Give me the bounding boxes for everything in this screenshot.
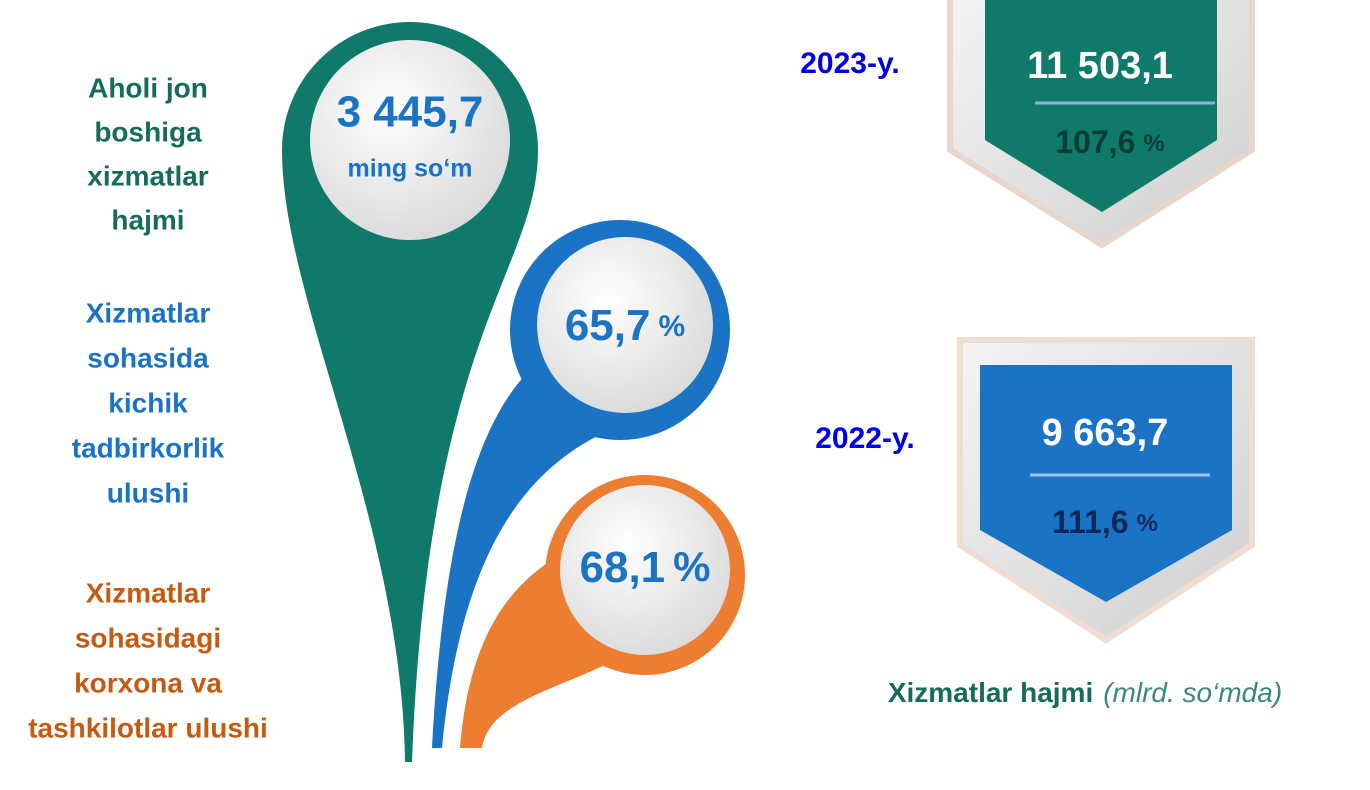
label-line: kichik [108, 387, 188, 418]
growth: 111,6% [1052, 504, 1158, 540]
year-label: 2023-y. [800, 47, 900, 80]
volume: 9 663,7 [1042, 412, 1169, 454]
label-line: korxona va [74, 667, 222, 698]
year-label: 2022-y. [815, 422, 915, 455]
pin-text: 68,1% [580, 543, 711, 592]
label-line: hajmi [111, 204, 184, 235]
pin-unit: ming so‘m [347, 155, 472, 183]
growth-unit: % [1143, 130, 1164, 157]
footer: Xizmatlar hajmi (mlrd. so‘mda) [888, 677, 1282, 708]
label-line: boshiga [94, 116, 202, 147]
label-line: tashkilotlar ulushi [28, 712, 268, 743]
growth-unit: % [1137, 510, 1158, 537]
label-line: xizmatlar [87, 160, 208, 191]
label-line: Xizmatlar [86, 297, 211, 328]
texts: Aholi jon boshiga xizmatlar hajmi Xizmatlar s… [28, 45, 1282, 743]
growth-value: 111,6 [1052, 504, 1129, 540]
teal-pin [282, 22, 538, 762]
pin-unit: % [658, 310, 685, 343]
shield-2023 [947, 0, 1255, 249]
footer-title: Xizmatlar hajmi [888, 677, 1093, 708]
growth: 107,6% [1055, 124, 1164, 160]
label-line: sohasida [87, 342, 209, 373]
growth-value: 107,6 [1055, 124, 1135, 160]
blue-pin [432, 220, 730, 748]
volume: 11 503,1 [1027, 45, 1173, 87]
shield-2022 [957, 337, 1255, 644]
label-line: tadbirkorlik [72, 432, 225, 463]
pin-value: 68,1 [580, 543, 666, 592]
pin-value: 65,7 [565, 301, 651, 350]
label-line: ulushi [107, 477, 189, 508]
pin-value: 3 445,7 [337, 88, 484, 137]
pin-unit: % [673, 543, 710, 590]
label-line: Aholi jon [88, 72, 208, 103]
label-line: Xizmatlar [86, 577, 211, 608]
pin-text: 65,7% [565, 301, 685, 350]
footer-unit: (mlrd. so‘mda) [1103, 677, 1282, 708]
label-line: sohasidagi [75, 622, 221, 653]
orange-pin [460, 475, 745, 748]
